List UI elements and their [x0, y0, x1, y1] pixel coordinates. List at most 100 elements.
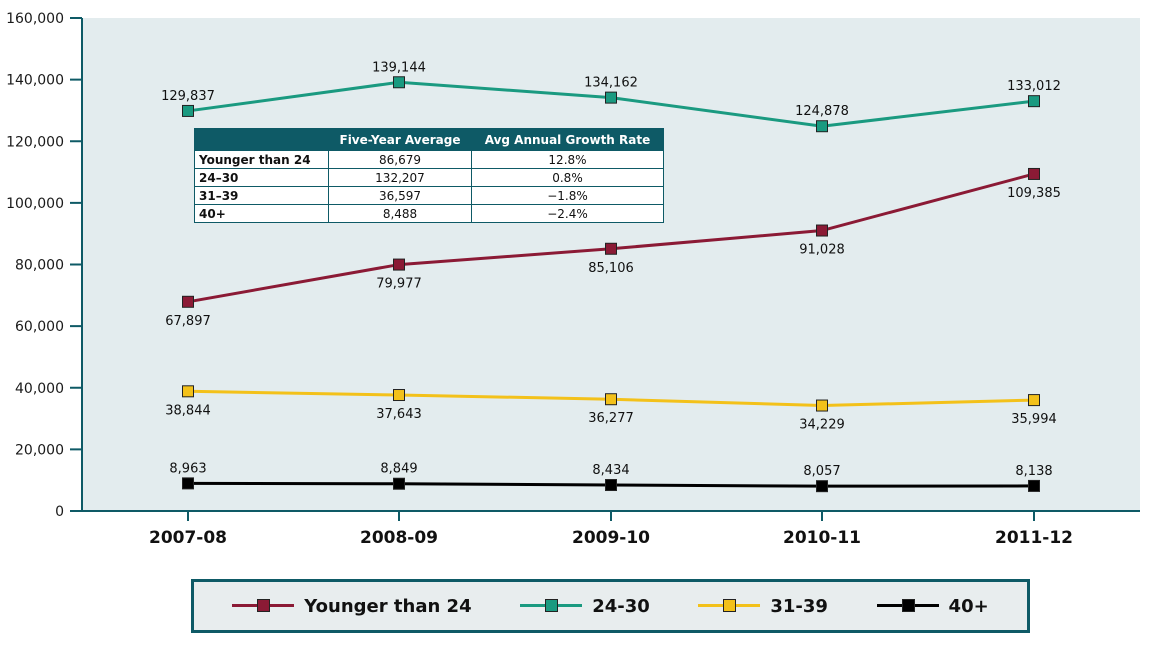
data-point	[182, 477, 194, 490]
data-point	[605, 91, 617, 104]
x-axis: 2007-08 2008-09 2009-10 2010-11 2011-12	[82, 510, 1140, 548]
legend-item-younger-than-24: Younger than 24	[232, 595, 472, 617]
data-label: 139,144	[372, 60, 426, 75]
summary-table-group-cell: 31–39	[194, 186, 329, 205]
y-tick-label: 140,000	[6, 73, 64, 89]
summary-table-row: 31–39 36,597 −1.8%	[194, 186, 665, 205]
data-label: 79,977	[376, 277, 422, 292]
summary-table-row: 24–30 132,207 0.8%	[194, 168, 665, 187]
data-label: 124,878	[795, 104, 849, 119]
summary-table: Five-Year Average Avg Annual Growth Rate…	[194, 128, 665, 223]
summary-table-group-cell: 24–30	[194, 168, 329, 187]
legend-label: 24-30	[592, 595, 650, 617]
data-point	[605, 393, 617, 406]
data-label: 67,897	[165, 314, 211, 329]
y-tick-label: 120,000	[6, 134, 64, 150]
data-label: 35,994	[1011, 412, 1057, 427]
y-tick-label: 60,000	[15, 319, 64, 335]
data-point	[1028, 167, 1040, 180]
summary-table-header-row: Five-Year Average Avg Annual Growth Rate	[194, 128, 665, 151]
summary-table-row: 40+ 8,488 −2.4%	[194, 204, 665, 223]
chart-legend: Younger than 24 24-30 31-39 40+	[191, 579, 1030, 633]
summary-table-growth-cell: 0.8%	[470, 168, 665, 187]
summary-table-growth-cell: −2.4%	[470, 204, 665, 223]
data-label: 134,162	[584, 76, 638, 91]
data-label: 129,837	[161, 89, 215, 104]
summary-table-average-cell: 132,207	[328, 168, 472, 187]
series-2: 38,844 37,643 36,277 34,229 35,994	[165, 385, 1057, 433]
legend-swatch	[876, 598, 939, 614]
legend-item-40-plus: 40+	[876, 595, 989, 617]
summary-table-average-cell: 86,679	[328, 150, 472, 169]
summary-table-average-cell: 8,488	[328, 204, 472, 223]
data-point	[1028, 394, 1040, 407]
data-point	[816, 480, 828, 493]
legend-marker	[901, 599, 915, 612]
summary-table-growth-cell: 12.8%	[470, 150, 665, 169]
data-label: 8,138	[1015, 464, 1052, 479]
data-label: 34,229	[799, 418, 845, 433]
data-point	[182, 295, 194, 308]
x-tick-label: 2008-09	[360, 528, 438, 548]
data-point	[1028, 479, 1040, 492]
summary-table-row: Younger than 24 86,679 12.8%	[194, 150, 665, 169]
summary-table-group-cell: Younger than 24	[194, 150, 329, 169]
x-tick-label: 2010-11	[783, 528, 861, 548]
summary-table-average-cell: 36,597	[328, 186, 472, 205]
legend-swatch	[698, 598, 761, 614]
x-tick-label: 2007-08	[149, 528, 227, 548]
data-label: 8,057	[803, 464, 840, 479]
data-point	[393, 389, 405, 402]
legend-marker	[257, 599, 271, 612]
data-label: 8,434	[592, 463, 629, 478]
summary-table-growth-cell: −1.8%	[470, 186, 665, 205]
legend-label: 31-39	[770, 595, 828, 617]
legend-label: 40+	[948, 595, 989, 617]
data-point	[182, 385, 194, 398]
data-point	[816, 120, 828, 133]
data-point	[393, 76, 405, 89]
legend-label: Younger than 24	[304, 595, 472, 617]
legend-marker	[723, 599, 737, 612]
y-tick-label: 100,000	[6, 196, 64, 212]
summary-table-header-group	[194, 128, 329, 151]
data-point	[605, 242, 617, 255]
data-label: 109,385	[1007, 186, 1061, 201]
legend-item-31-39: 31-39	[698, 596, 828, 617]
summary-table-header-average: Five-Year Average	[328, 128, 472, 151]
series-0: 67,897 79,977 85,106 91,028 109,385	[165, 167, 1061, 329]
y-tick-label: 160,000	[6, 11, 64, 27]
data-point	[393, 477, 405, 490]
data-label: 36,277	[588, 411, 634, 426]
data-point	[816, 224, 828, 237]
legend-item-24-30: 24-30	[520, 596, 650, 617]
series-1: 129,837 139,144 134,162 124,878 133,012	[161, 60, 1061, 133]
x-tick-label: 2011-12	[995, 528, 1073, 548]
data-label: 85,106	[588, 261, 634, 276]
series-3: 8,963 8,849 8,434 8,057 8,138	[169, 461, 1053, 493]
series-layer: 67,897 79,977 85,106 91,028 109,385 129,837 13…	[161, 60, 1061, 493]
y-tick-label: 40,000	[15, 381, 64, 397]
data-label: 133,012	[1007, 79, 1061, 94]
summary-table-group-cell: 40+	[194, 204, 329, 223]
data-label: 91,028	[799, 243, 845, 258]
data-point	[1028, 95, 1040, 108]
x-tick-label: 2009-10	[572, 528, 650, 548]
y-axis: 0 20,000 40,000 60,000 80,000 100,000 120,000 1…	[6, 11, 83, 520]
data-label: 8,963	[169, 461, 206, 476]
data-label: 38,844	[165, 403, 211, 418]
legend-marker	[545, 599, 559, 612]
summary-table-header-growth: Avg Annual Growth Rate	[470, 128, 665, 151]
data-label: 8,849	[380, 462, 417, 477]
legend-swatch	[232, 598, 295, 614]
legend-swatch	[520, 598, 583, 614]
data-point	[605, 479, 617, 492]
data-label: 37,643	[376, 407, 422, 422]
y-tick-label: 80,000	[15, 258, 64, 274]
data-point	[393, 258, 405, 271]
y-tick-label: 0	[55, 504, 64, 520]
data-point	[182, 104, 194, 117]
data-point	[816, 399, 828, 412]
y-tick-label: 20,000	[15, 442, 64, 458]
